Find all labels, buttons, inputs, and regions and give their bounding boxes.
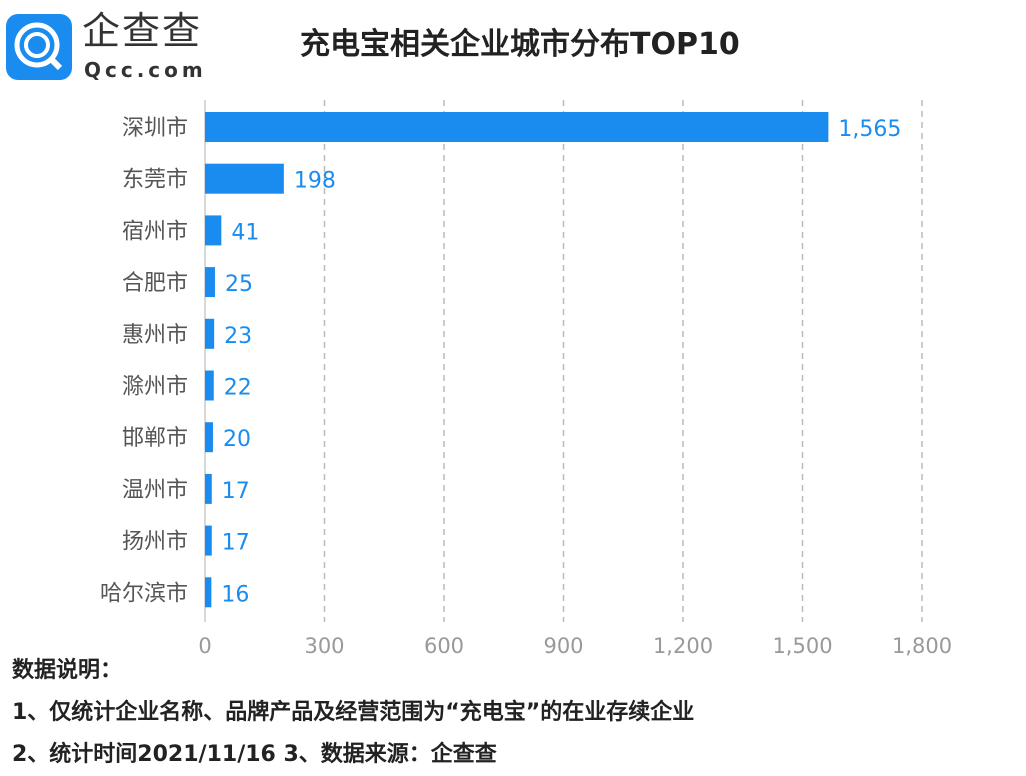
value-label: 25 (225, 272, 253, 297)
logo-text-cn: 企查查 (82, 9, 203, 53)
category-label: 东莞市 (122, 168, 188, 193)
category-label: 邯郸市 (122, 426, 188, 451)
category-label: 合肥市 (122, 271, 188, 296)
bar (205, 112, 829, 142)
bar (205, 215, 222, 246)
bar (205, 267, 215, 298)
x-tick-label: 300 (304, 634, 344, 658)
bar (205, 163, 284, 194)
category-label: 滁州市 (122, 375, 188, 400)
bar (205, 370, 214, 401)
value-label: 20 (223, 427, 251, 452)
x-tick-label: 1,200 (653, 634, 713, 658)
category-label: 扬州市 (122, 530, 188, 555)
category-label: 哈尔滨市 (100, 581, 188, 606)
bar-chart: 0 300 600 900 1,200 1,500 1,800 深圳市 1,565 东莞市 198 宿… (100, 100, 952, 658)
category-label: 惠州市 (122, 323, 188, 348)
value-label: 198 (294, 169, 336, 194)
x-tick-label: 0 (198, 634, 211, 658)
notes-heading: 数据说明： (12, 658, 123, 683)
category-label: 深圳市 (122, 116, 188, 141)
notes-line-1: 1、仅统计企业名称、品牌产品及经营范围为“充电宝”的在业存续企业 (12, 700, 695, 725)
value-label: 17 (222, 479, 250, 504)
bar (205, 577, 212, 608)
bar (205, 422, 213, 453)
value-label: 16 (221, 582, 249, 607)
bar (205, 318, 215, 349)
category-label: 宿州市 (122, 219, 188, 244)
bar (205, 473, 212, 504)
category-label: 温州市 (122, 478, 188, 503)
x-tick-label: 600 (424, 634, 464, 658)
value-label: 41 (231, 220, 259, 245)
chart-title: 充电宝相关企业城市分布TOP10 (300, 27, 740, 62)
logo-text-en: Qcc.com (84, 58, 207, 82)
data-notes: 数据说明： 1、仅统计企业名称、品牌产品及经营范围为“充电宝”的在业存续企业 2… (12, 650, 694, 776)
bar (205, 525, 212, 556)
value-label: 1,565 (838, 117, 901, 142)
x-tick-label: 1,800 (892, 634, 952, 658)
qcc-logo-icon (6, 14, 72, 80)
x-tick-label: 900 (543, 634, 583, 658)
notes-line-2: 2、统计时间2021/11/16 3、数据来源：企查查 (12, 742, 497, 767)
value-label: 22 (224, 376, 252, 401)
x-tick-label: 1,500 (772, 634, 832, 658)
value-label: 23 (224, 324, 252, 349)
value-label: 17 (222, 531, 250, 556)
